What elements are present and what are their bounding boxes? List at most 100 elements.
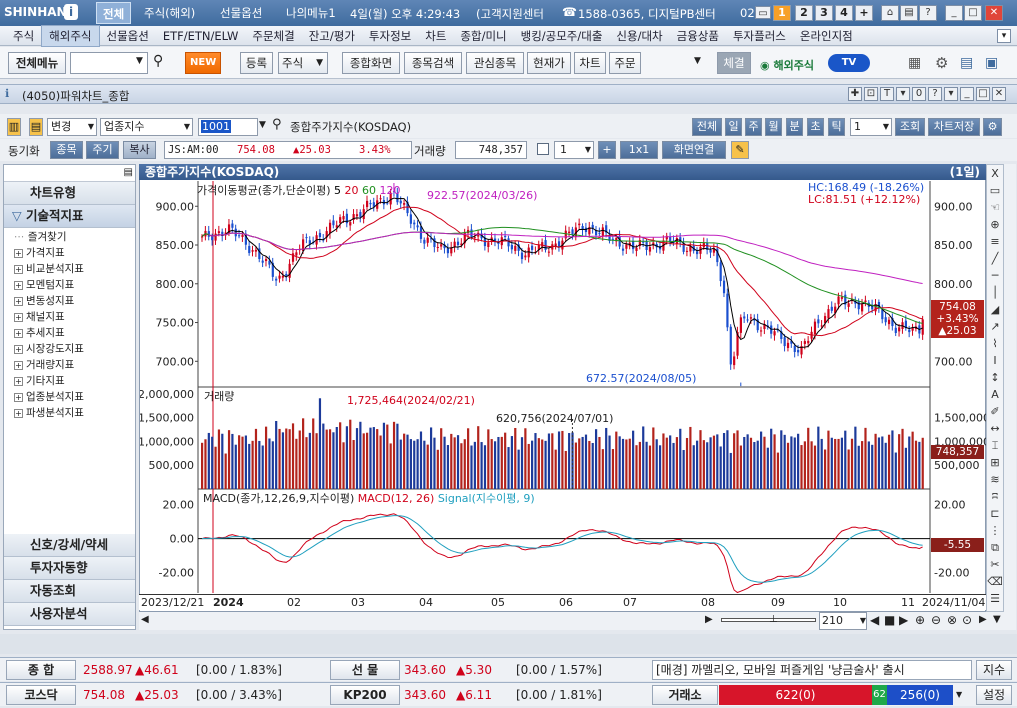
list-tool-icon[interactable]: ☰ bbox=[990, 592, 1000, 605]
close-tool-icon[interactable]: X bbox=[991, 167, 999, 180]
tab-my-menu[interactable]: 나의메뉴1 bbox=[286, 6, 336, 20]
erase-icon[interactable]: ⌫ bbox=[987, 575, 1003, 588]
chart-save-button[interactable]: 차트저장 bbox=[928, 118, 980, 136]
zoom-in-icon[interactable]: ⊕ bbox=[915, 613, 926, 627]
zoom-slider[interactable] bbox=[721, 618, 816, 622]
tab-futures[interactable]: 선물옵션 bbox=[220, 6, 263, 20]
cycle-icon[interactable]: Ⅰ bbox=[993, 354, 997, 367]
pin-icon[interactable]: ▾ bbox=[896, 87, 910, 101]
index-button[interactable]: 지수 bbox=[976, 660, 1012, 680]
menu-item[interactable]: 차트 bbox=[425, 28, 447, 43]
minimize-icon[interactable]: _ bbox=[960, 87, 974, 101]
zoom-slider-handle[interactable]: ⊥ bbox=[769, 614, 778, 625]
period-week-button[interactable]: 주 bbox=[745, 118, 762, 136]
exchange-label[interactable]: 거래소 bbox=[652, 685, 718, 705]
indicator-tree-item[interactable]: + 시장강도지표 bbox=[4, 341, 135, 357]
chevron-down-icon[interactable]: ▼ bbox=[993, 614, 1001, 625]
move-icon[interactable]: ✚ bbox=[848, 87, 862, 101]
maximize-icon[interactable]: □ bbox=[976, 87, 990, 101]
window-icon[interactable]: ▣ bbox=[985, 55, 999, 71]
more-icon[interactable]: ⋮ bbox=[989, 524, 1001, 537]
auto-query-tab[interactable]: 자동조회 bbox=[4, 580, 135, 603]
maximize-icon[interactable]: □ bbox=[964, 5, 982, 21]
gann-icon[interactable]: ⌶ bbox=[991, 439, 999, 452]
menu-item[interactable]: 뱅킹/공모주/대출 bbox=[520, 28, 603, 43]
menu-item[interactable]: 투자정보 bbox=[368, 28, 412, 43]
indicator-tree-item[interactable]: + 가격지표 bbox=[4, 245, 135, 261]
zero-icon[interactable]: 0 bbox=[912, 87, 926, 101]
text-tool-icon[interactable]: A bbox=[991, 388, 999, 401]
expand-icon[interactable]: + bbox=[14, 248, 23, 258]
indicator-tree-item[interactable]: + 업종분석지표 bbox=[4, 389, 135, 405]
query-button[interactable]: 조회 bbox=[895, 118, 925, 136]
menu-item[interactable]: ETF/ETN/ELW bbox=[162, 28, 239, 43]
vline-icon[interactable]: │ bbox=[991, 286, 999, 299]
signal-tab[interactable]: 신호/강세/약세 bbox=[4, 534, 135, 557]
investor-trend-tab[interactable]: 투자자동향 bbox=[4, 557, 135, 580]
vertical-scrollbar[interactable]: ▼ bbox=[1004, 164, 1016, 630]
composite-screen-button[interactable]: 종합화면 bbox=[342, 52, 400, 74]
channel-icon[interactable]: ⌇ bbox=[992, 337, 998, 350]
zoom-value-input[interactable]: 210 ▼ bbox=[819, 612, 867, 630]
play-icon[interactable]: ▶ bbox=[899, 613, 909, 627]
sync-stock-button[interactable]: 종목 bbox=[50, 141, 83, 159]
period-month-button[interactable]: 월 bbox=[765, 118, 782, 136]
count-select[interactable]: 1 ▼ bbox=[554, 141, 594, 159]
tab-all[interactable]: 전체 bbox=[96, 2, 132, 24]
zoom-fit-icon[interactable]: ⊙ bbox=[962, 613, 973, 627]
kosdaq-label[interactable]: 코스닥 bbox=[6, 685, 76, 705]
trend-line-icon[interactable]: ╱ bbox=[991, 252, 999, 265]
expand-icon[interactable]: + bbox=[14, 360, 23, 370]
range-icon[interactable]: ↔ bbox=[990, 422, 1000, 435]
indicator-tree-item[interactable]: + 파생분석지표 bbox=[4, 405, 135, 421]
scroll-right-end-icon[interactable]: ▶ bbox=[979, 614, 987, 625]
zoom-reset-icon[interactable]: ⊗ bbox=[947, 613, 958, 627]
expand-icon[interactable]: + bbox=[14, 312, 23, 322]
technical-indicator-header[interactable]: ▽ 기술적지표 bbox=[4, 205, 135, 228]
page-3-button[interactable]: 3 bbox=[815, 5, 833, 21]
close-icon[interactable]: ✕ bbox=[992, 87, 1006, 101]
chevron-down-icon[interactable]: ▼ bbox=[259, 120, 266, 130]
layout-icon[interactable]: ▤ bbox=[960, 55, 974, 71]
menu-search-input[interactable] bbox=[70, 52, 148, 74]
page-2-button[interactable]: 2 bbox=[795, 5, 813, 21]
order-button[interactable]: 주문 bbox=[609, 52, 641, 74]
menu-item[interactable]: 주식 bbox=[13, 28, 35, 43]
code-input[interactable]: 1001 bbox=[198, 118, 258, 136]
pen-tool-icon[interactable]: ✐ bbox=[990, 405, 1000, 418]
zoom-out-icon[interactable]: ⊖ bbox=[931, 613, 942, 627]
indicator-tree-item[interactable]: + 채널지표 bbox=[4, 309, 135, 325]
text-icon[interactable]: T bbox=[880, 87, 894, 101]
indicator-tree-item[interactable]: + 거래량지표 bbox=[4, 357, 135, 373]
indicator-tree-item[interactable]: + 모멘텀지표 bbox=[4, 277, 135, 293]
crosshair-tool-icon[interactable]: ⊕ bbox=[990, 218, 1000, 231]
save-icon[interactable]: ▤ bbox=[29, 118, 43, 136]
close-icon[interactable]: ✕ bbox=[985, 5, 1003, 21]
menu-item[interactable]: 종합/미니 bbox=[460, 28, 507, 43]
pen-icon[interactable]: ✎ bbox=[731, 141, 749, 159]
screen-link-button[interactable]: 화면연결 bbox=[662, 141, 726, 159]
period-day-button[interactable]: 일 bbox=[725, 118, 742, 136]
chevron-down-icon[interactable]: ▼ bbox=[956, 690, 963, 699]
chart-canvas[interactable]: 900.00 900.00 850.00 850.00 800.00 800.00 750.… bbox=[140, 165, 987, 613]
expand-icon[interactable]: + bbox=[14, 392, 23, 402]
menu-item[interactable]: 금융상품 bbox=[676, 28, 719, 43]
menu-toggle-icon[interactable]: ▾ bbox=[997, 28, 1011, 43]
print-icon[interactable]: ▤ bbox=[900, 5, 918, 21]
register-button[interactable]: 등록 bbox=[240, 52, 273, 74]
kospi-label[interactable]: 종 합 bbox=[6, 660, 76, 680]
expand-icon[interactable]: + bbox=[14, 376, 23, 386]
user-analysis-tab[interactable]: 사용자분석 bbox=[4, 603, 135, 626]
help-icon[interactable]: ? bbox=[928, 87, 942, 101]
menu-item[interactable]: 신용/대차 bbox=[616, 28, 663, 43]
watchlist-button[interactable]: 관심종목 bbox=[466, 52, 524, 74]
home-icon[interactable]: ⌂ bbox=[881, 5, 899, 21]
chevron-down-icon[interactable]: ▼ bbox=[694, 56, 701, 66]
indicator-tree-item[interactable]: + 비교분석지표 bbox=[4, 261, 135, 277]
gear-icon[interactable]: ⚙ bbox=[935, 54, 949, 72]
news-ticker[interactable]: [매경] 까멜리오, 모바일 퍼즐게임 '냥금술사' 출시 bbox=[652, 660, 972, 680]
menu-item[interactable]: 해외주식 bbox=[41, 24, 100, 47]
change-select[interactable]: 변경 ▼ bbox=[47, 118, 97, 136]
page-add-button[interactable]: + bbox=[855, 5, 873, 21]
scroll-right-icon[interactable]: ▶ bbox=[705, 614, 713, 625]
